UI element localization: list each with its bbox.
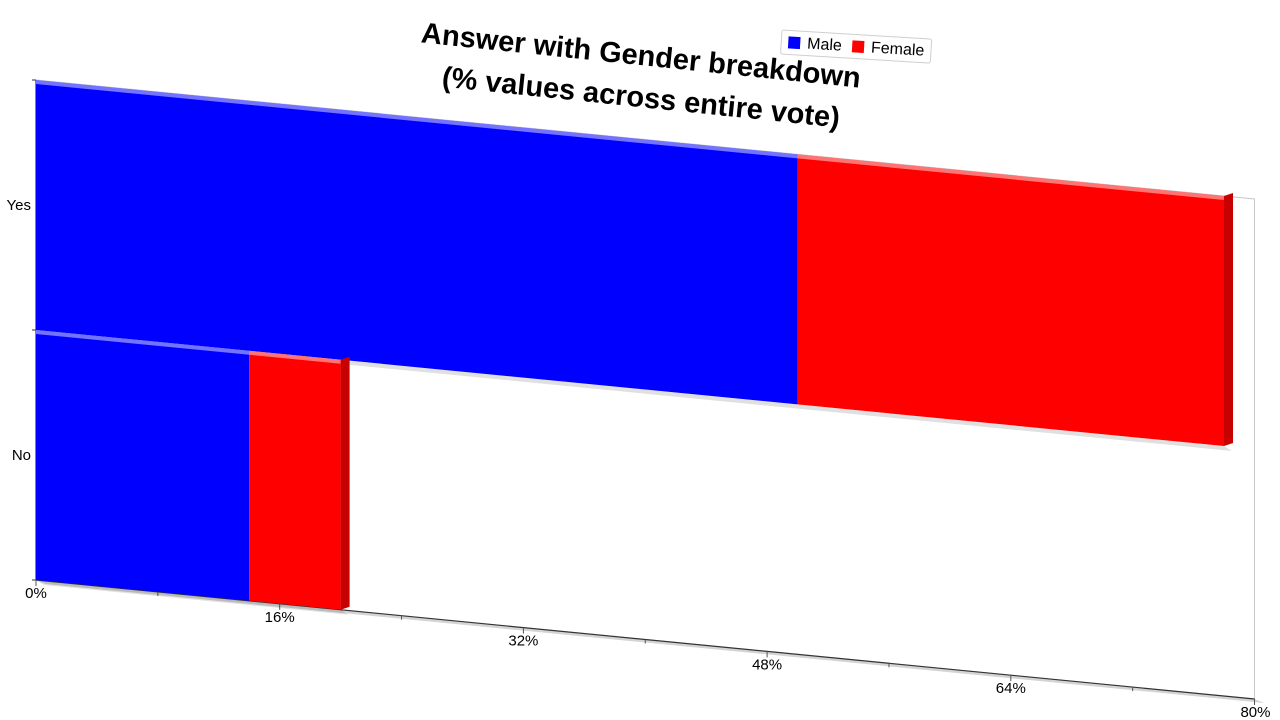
legend-label-female: Female <box>871 39 925 59</box>
x-tick-label: 0% <box>25 585 47 602</box>
x-tick-label: 32% <box>508 633 538 650</box>
bar-yes-female[interactable] <box>797 154 1224 446</box>
bar-yes-male[interactable] <box>36 80 798 405</box>
floor-shadow <box>36 580 1265 703</box>
bar-depth-face <box>1224 193 1233 446</box>
bar-no-female[interactable] <box>249 350 341 610</box>
bar-highlight <box>36 80 798 159</box>
bar-shadow <box>36 580 349 615</box>
bar-depth-shade <box>340 356 350 610</box>
bar-depth-face <box>340 356 350 610</box>
x-tick-label: 16% <box>265 609 295 626</box>
x-tick-label: 64% <box>996 680 1026 697</box>
legend-swatch-male <box>787 36 801 50</box>
legend: Male Female <box>780 29 933 64</box>
x-tick-label: 80% <box>1240 704 1270 720</box>
bar-highlight <box>797 154 1224 200</box>
bar-depth-shade <box>1224 193 1233 446</box>
bar-no-male[interactable] <box>36 330 250 601</box>
bar-highlight <box>36 330 250 355</box>
y-tick-label-yes: Yes <box>7 197 31 214</box>
legend-swatch-female <box>851 40 865 54</box>
y-tick-label-no: No <box>12 447 31 464</box>
bar-highlight <box>249 350 341 364</box>
x-tick-label: 48% <box>752 656 782 673</box>
legend-label-male: Male <box>807 36 843 55</box>
